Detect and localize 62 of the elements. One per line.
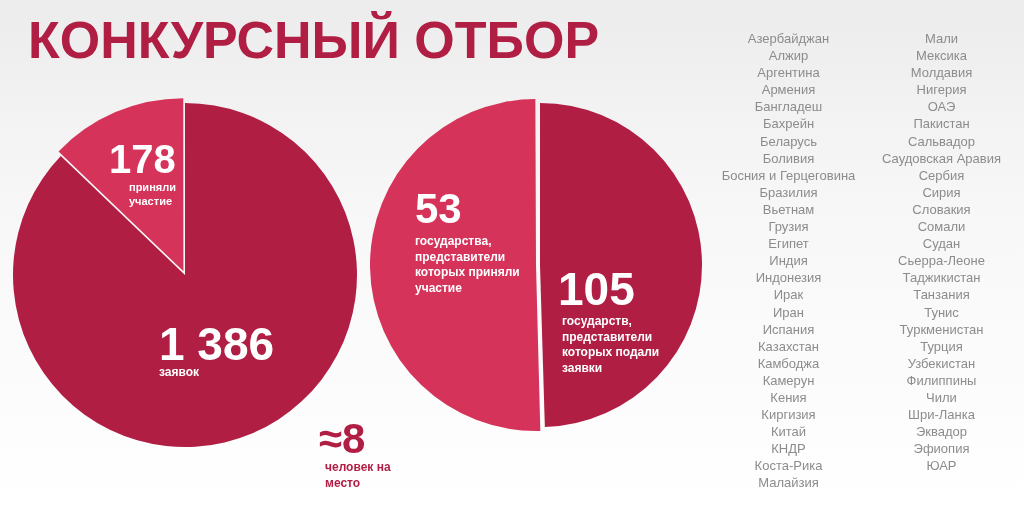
text: Кения [769, 388, 808, 407]
text: Судан [921, 235, 962, 253]
text: Сербия [917, 166, 966, 184]
text: Испания [761, 320, 816, 338]
text: Камерун [761, 371, 816, 389]
text: Киргизия [760, 406, 817, 424]
text: Мексика [915, 47, 968, 65]
text: Бахрейн [761, 115, 816, 133]
text: Филиппины [905, 371, 978, 389]
text: Азербайджан [746, 30, 831, 48]
text: Боливия [761, 149, 816, 167]
text: Босния и Герцеговина [720, 166, 857, 184]
text: КНДР [770, 440, 807, 458]
text: Эквадор [914, 423, 969, 441]
data-label: 53 [415, 185, 462, 232]
text: Грузия [767, 218, 810, 236]
data-label: 178 [109, 137, 176, 181]
slice-label: приняли участие [129, 181, 176, 208]
text: Таджикистан [901, 269, 982, 287]
text: Египет [767, 235, 810, 253]
text: Эфиопия [912, 440, 971, 458]
text: Индонезия [754, 269, 823, 287]
text: Пакистан [912, 115, 971, 133]
text: Бангладеш [753, 98, 824, 116]
slice-label: государства, представители которых приняли участие [415, 234, 520, 295]
text: Вьетнам [761, 200, 816, 219]
text: Саудовская Аравия [881, 149, 1002, 167]
text: Молдавия [909, 64, 974, 82]
text: Армения [760, 81, 817, 99]
text: Иран [772, 303, 805, 321]
text: Коста-Рика [753, 457, 824, 475]
text: 105 [558, 263, 635, 315]
text: Шри-Ланка [907, 406, 976, 424]
text: Танзания [912, 286, 971, 304]
text: Казахстан [757, 337, 820, 355]
text: Туркменистан [898, 320, 985, 338]
text: Алжир [767, 47, 810, 65]
text: Бразилия [758, 183, 819, 201]
text: Узбекистан [906, 354, 977, 372]
text: ОАЭ [926, 98, 957, 116]
text: Сальвадор [906, 132, 977, 150]
text: Беларусь [759, 132, 818, 150]
text: ≈8 [319, 415, 366, 462]
text: Малайзия [757, 474, 820, 492]
text: Сирия [921, 183, 962, 201]
text: Сьерра-Леоне [897, 252, 986, 270]
text: Индия [768, 252, 809, 270]
text: Мали [923, 30, 960, 48]
text: Чили [925, 388, 958, 407]
text: Аргентина [756, 64, 821, 82]
chart-title: КОНКУРСНЫЙ ОТБОР [28, 10, 600, 70]
text: Камбоджа [756, 354, 821, 372]
text: ЮАР [925, 457, 958, 475]
text: Турция [919, 337, 964, 355]
text: Нигерия [915, 81, 968, 99]
text: Ирак [772, 286, 805, 304]
text: государств, представители которых подали заявки [562, 314, 660, 375]
text: Словакия [911, 200, 972, 219]
text: Сомали [916, 218, 967, 236]
text: Тунис [923, 303, 960, 321]
text: человек на место [325, 460, 391, 490]
text: Китай [769, 423, 808, 441]
